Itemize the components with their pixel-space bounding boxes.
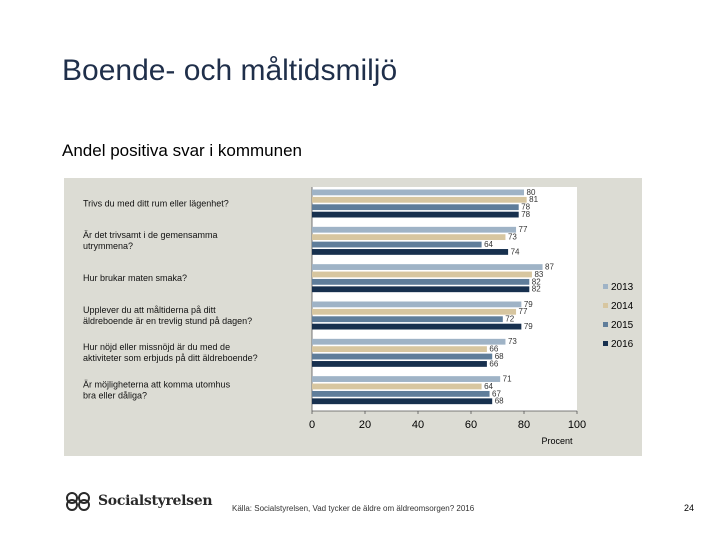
data-label: 74 (511, 247, 520, 256)
data-label: 78 (521, 203, 530, 212)
bar-2013 (312, 264, 543, 270)
data-label: 79 (524, 300, 533, 309)
bar-2016 (312, 211, 519, 218)
bar-2014 (312, 308, 517, 315)
data-label: 73 (508, 337, 517, 346)
data-label: 87 (545, 262, 554, 271)
chart-subtitle: Andel positiva svar i kommunen (62, 141, 303, 160)
category-label: Hur brukar maten smaka? (83, 273, 187, 283)
legend-label: 2014 (611, 301, 634, 312)
data-label: 68 (495, 397, 504, 406)
bar-2016 (312, 323, 522, 330)
bar-2013 (312, 301, 522, 308)
bar-2016 (312, 286, 530, 293)
bar-2014 (312, 196, 527, 203)
data-label: 78 (521, 210, 530, 219)
bar-2016 (312, 361, 487, 367)
socialstyrelsen-logo-icon (66, 492, 90, 511)
legend-swatch-2016 (603, 341, 608, 346)
data-label: 79 (524, 322, 533, 331)
legend-label: 2015 (611, 320, 634, 331)
data-label: 80 (527, 188, 536, 197)
x-tick-label: 60 (465, 419, 477, 431)
data-label: 66 (489, 359, 498, 368)
bar-2014 (312, 234, 506, 241)
bar-2014 (312, 383, 482, 390)
logo-text: Socialstyrelsen (98, 493, 213, 509)
bar-2014 (312, 271, 532, 278)
bar-2015 (312, 353, 493, 360)
x-tick-label: 0 (309, 419, 315, 431)
source-note: Källa: Socialstyrelsen, Vad tycker de äl… (232, 504, 475, 513)
data-label: 81 (529, 195, 538, 204)
category-label: Är möjligheterna att komma utomhus (83, 379, 231, 389)
data-label: 73 (508, 233, 517, 242)
x-axis-label: Procent (541, 436, 573, 446)
category-label: Är det trivsamt i de gemensamma (83, 230, 218, 240)
bar-2014 (312, 346, 487, 353)
legend-label: 2016 (611, 339, 634, 350)
bar-2013 (312, 376, 501, 382)
legend-label: 2013 (611, 282, 634, 293)
legend-swatch-2014 (603, 303, 608, 308)
data-label: 83 (534, 270, 543, 279)
bar-2015 (312, 241, 482, 248)
data-label: 71 (503, 374, 512, 383)
bar-2013 (312, 226, 517, 233)
x-tick-label: 40 (412, 419, 424, 431)
bar-2015 (312, 316, 503, 323)
data-label: 82 (532, 285, 541, 294)
bar-2016 (312, 249, 509, 255)
legend-swatch-2015 (603, 322, 608, 327)
page-number: 24 (684, 503, 695, 513)
bar-2015 (312, 390, 490, 397)
data-label: 64 (484, 240, 493, 249)
x-tick-label: 20 (359, 419, 371, 431)
category-label: Upplever du att måltiderna på ditt (83, 305, 216, 315)
slide-title: Boende- och måltidsmiljö (62, 54, 398, 87)
data-label: 64 (484, 382, 493, 391)
bar-2013 (312, 338, 506, 345)
logo: Socialstyrelsen (64, 487, 213, 515)
bar-2015 (312, 204, 519, 211)
data-label: 72 (505, 315, 514, 324)
data-label: 77 (519, 225, 528, 234)
legend-swatch-2013 (603, 284, 608, 289)
category-label: utrymmena? (83, 241, 133, 251)
category-label: bra eller dåliga? (83, 390, 147, 400)
data-label: 66 (489, 345, 498, 354)
category-label: Hur nöjd eller missnöjd är du med de (83, 342, 230, 352)
bar-2015 (312, 278, 530, 285)
x-tick-label: 100 (568, 419, 586, 431)
bar-2013 (312, 189, 524, 196)
plot-area (312, 187, 577, 411)
category-label: äldreboende är en trevlig stund på dagen… (83, 316, 252, 326)
bar-2016 (312, 398, 493, 405)
category-label: aktiviteter som erbjuds på ditt äldreboe… (83, 353, 258, 363)
data-label: 67 (492, 389, 501, 398)
x-tick-label: 80 (518, 419, 530, 431)
category-label: Trivs du med ditt rum eller lägenhet? (83, 198, 229, 208)
data-label: 68 (495, 352, 504, 361)
data-label: 77 (519, 307, 528, 316)
data-label: 82 (532, 277, 541, 286)
